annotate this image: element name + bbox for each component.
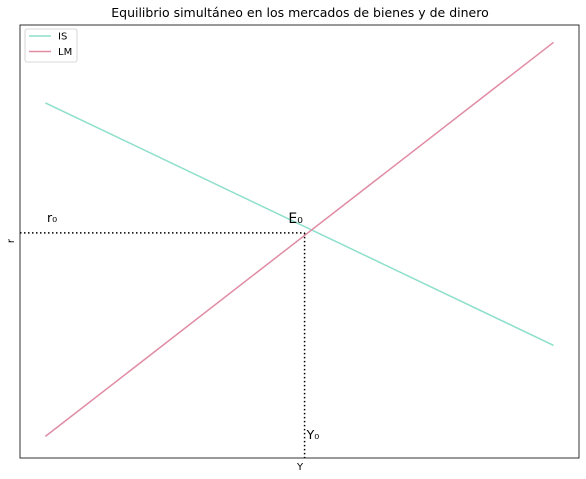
annotation-layer: E₀ r₀ Y₀ — [47, 210, 319, 442]
legend: IS LM — [24, 28, 78, 63]
y-axis-label: r — [6, 238, 17, 243]
y0-label: Y₀ — [306, 427, 320, 442]
equilibrium-label: E₀ — [288, 211, 303, 227]
x-axis-label: Y — [296, 462, 304, 473]
chart-title: Equilibrio simultáneo en los mercados de… — [111, 5, 489, 20]
legend-items: IS LM — [29, 32, 72, 58]
r0-label: r₀ — [47, 210, 57, 225]
series-line-lm — [44, 41, 555, 437]
legend-label-lm: LM — [58, 47, 72, 58]
plot-frame — [19, 24, 580, 459]
guide-layer — [20, 232, 306, 458]
plot-area: E₀ r₀ Y₀ — [19, 24, 580, 459]
series-line-is — [45, 102, 554, 347]
series-layer — [44, 41, 555, 437]
legend-frame — [24, 28, 78, 63]
legend-label-is: IS — [58, 32, 67, 43]
